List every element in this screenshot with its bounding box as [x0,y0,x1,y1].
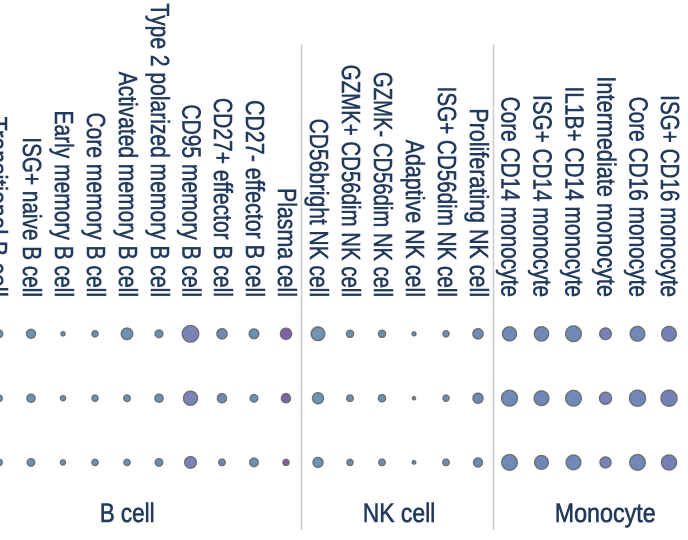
svg-text:CD27- effector B cell: CD27- effector B cell [240,100,268,297]
svg-text:Intermediate monocyte: Intermediate monocyte [592,76,620,297]
svg-text:Transitional B cell: Transitional B cell [0,117,11,297]
svg-text:Activated memory B cell: Activated memory B cell [113,72,141,297]
svg-text:CD95 memory B cell: CD95 memory B cell [177,104,205,297]
svg-text:CD27+ effector B cell: CD27+ effector B cell [208,98,236,297]
svg-text:Core CD16 monocyte: Core CD16 monocyte [624,97,652,297]
svg-text:Core memory B cell: Core memory B cell [81,113,109,298]
svg-text:CD56bright NK cell: CD56bright NK cell [304,119,332,297]
svg-text:IL1B+ CD14 monocyte: IL1B+ CD14 monocyte [560,87,588,298]
svg-text:Type 2 polarized memory B cell: Type 2 polarized memory B cell [145,3,173,297]
svg-text:ISG+ CD16 monocyte: ISG+ CD16 monocyte [655,95,683,297]
svg-text:GZMK- CD56dim NK cell: GZMK- CD56dim NK cell [368,72,396,297]
svg-text:Adaptive NK cell: Adaptive NK cell [400,140,428,297]
svg-text:ISG+ naive B cell: ISG+ naive B cell [17,137,45,297]
svg-text:Proliferating NK cell: Proliferating NK cell [464,108,492,297]
svg-text:Early memory B cell: Early memory B cell [49,111,77,298]
svg-text:Monocyte: Monocyte [555,498,656,528]
svg-text:NK cell: NK cell [363,498,436,528]
svg-text:GZMK+ CD56dim NK cell: GZMK+ CD56dim NK cell [336,65,364,297]
svg-text:ISG+ CD14 monocyte: ISG+ CD14 monocyte [528,95,556,297]
svg-text:B cell: B cell [100,498,155,528]
svg-text:ISG+ CD56dim NK cell: ISG+ CD56dim NK cell [432,87,460,297]
svg-text:Plasma cell: Plasma cell [272,188,300,297]
svg-text:Core CD14 monocyte: Core CD14 monocyte [496,97,524,297]
